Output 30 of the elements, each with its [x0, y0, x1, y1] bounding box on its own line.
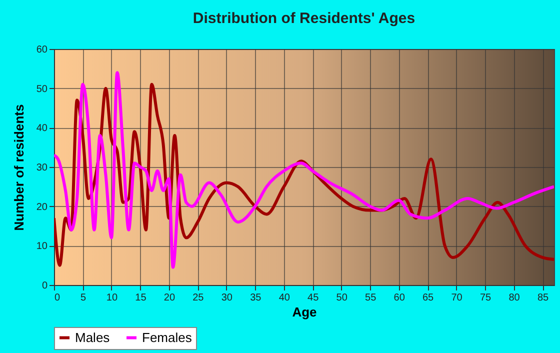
y-tick-label: 60: [36, 44, 48, 56]
x-tick-label: 10: [106, 292, 118, 304]
x-tick-label: 80: [508, 292, 520, 304]
legend-label: Females: [142, 330, 192, 345]
y-tick-label: 40: [36, 123, 48, 134]
y-tick-label: 10: [36, 241, 48, 252]
x-tick-label: 50: [336, 292, 348, 304]
y-tick-label: 20: [36, 202, 48, 213]
chart-title: Distribution of Residents' Ages: [192, 10, 416, 27]
y-tick-label: 50: [36, 84, 48, 95]
y-axis-title: Number of residents: [11, 104, 26, 231]
x-tick-label: 30: [221, 292, 233, 304]
x-tick-label: 0: [54, 292, 60, 304]
x-tick-label: 45: [308, 292, 320, 304]
x-axis-title: Age: [292, 304, 317, 320]
x-tick-label: 35: [250, 292, 262, 304]
x-tick-label: 65: [422, 292, 434, 304]
x-tick-label: 70: [451, 292, 463, 304]
x-tick-label: 15: [135, 292, 147, 304]
x-tick-label: 20: [164, 292, 176, 304]
x-tick-label: 85: [537, 292, 550, 304]
legend-label: Males: [75, 330, 110, 345]
x-tick-label: 40: [278, 292, 290, 304]
y-tick-label: 30: [36, 162, 48, 174]
x-tick-label: 60: [394, 292, 406, 304]
x-tick-label: 5: [80, 292, 86, 304]
y-tick-label: 0: [42, 280, 48, 292]
x-tick-label: 55: [365, 292, 377, 304]
x-tick-label: 75: [480, 292, 492, 304]
x-tick-label: 25: [192, 292, 204, 304]
